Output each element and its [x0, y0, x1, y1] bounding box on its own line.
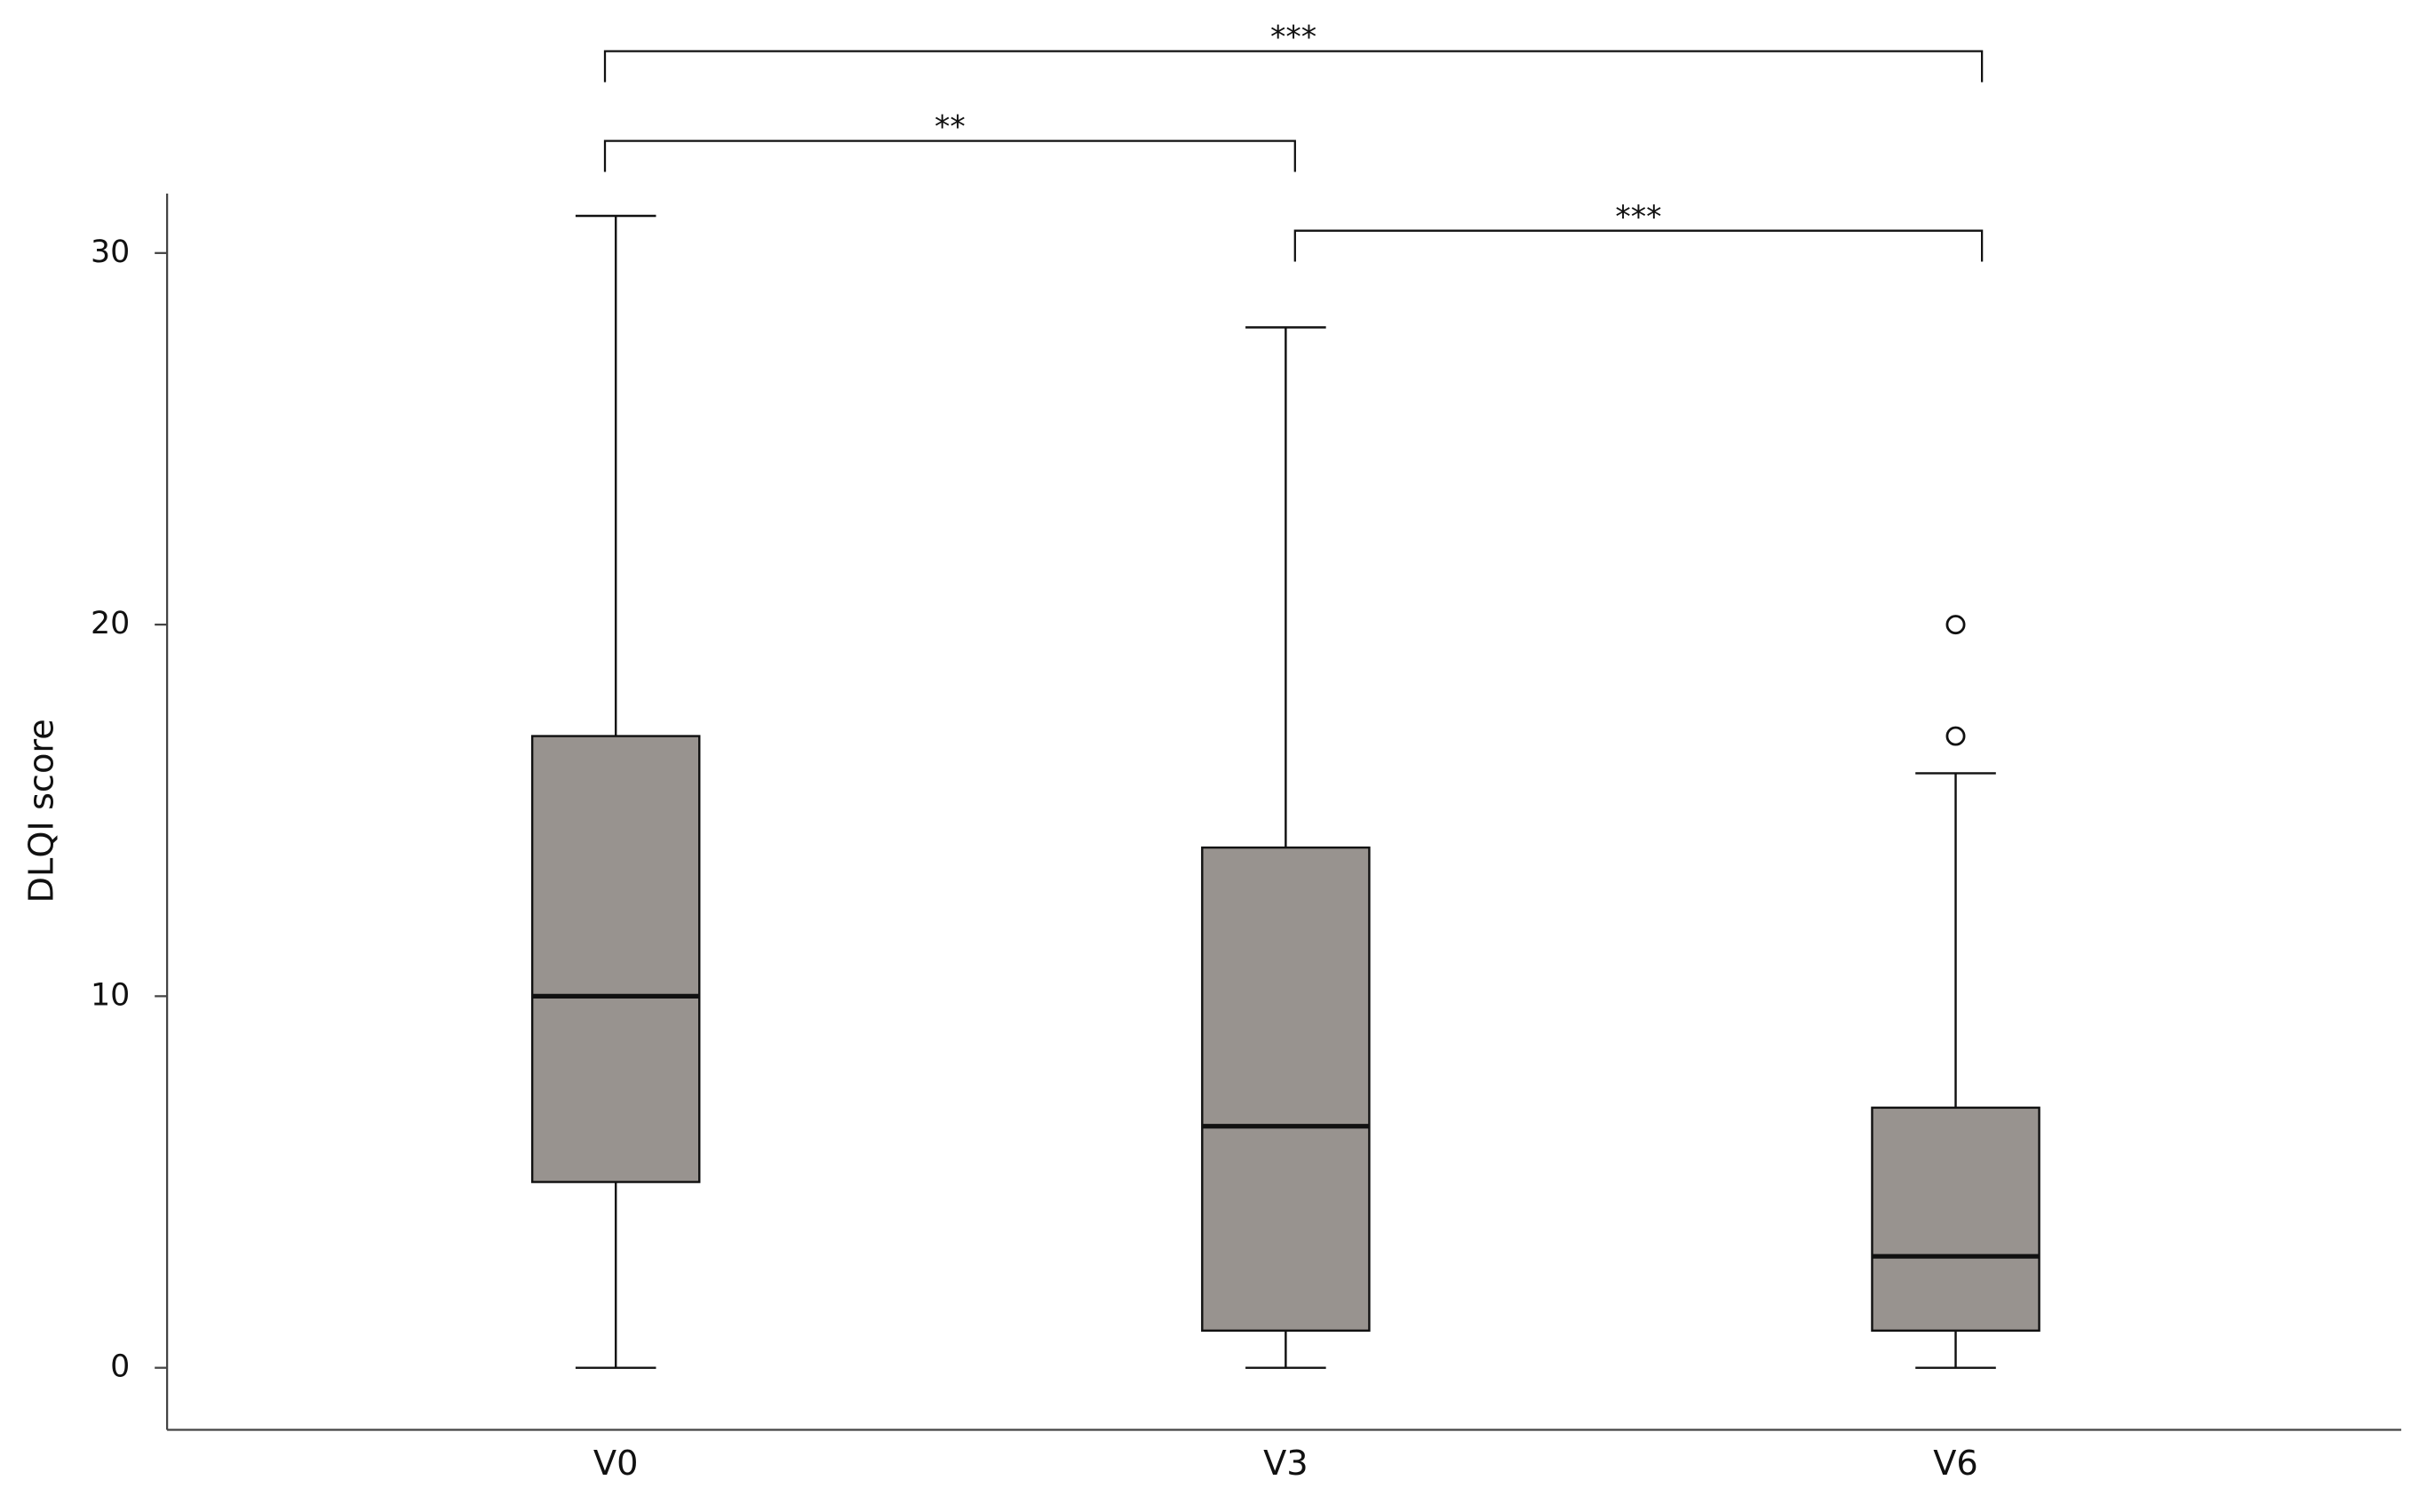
significance-bracket [1293, 229, 1984, 262]
box [530, 735, 701, 1183]
significance-label: *** [1270, 20, 1316, 56]
x-tick-label: V0 [593, 1444, 639, 1484]
box [1201, 846, 1371, 1333]
y-axis-label: DLQI score [21, 719, 61, 903]
y-tick-label: 30 [91, 235, 130, 270]
y-tick-label: 20 [91, 606, 130, 641]
x-tick-label: V3 [1263, 1444, 1308, 1484]
outlier [1945, 726, 1966, 746]
x-tick-label: V6 [1933, 1444, 1978, 1484]
significance-label: *** [1615, 200, 1661, 235]
y-tick-label: 10 [91, 977, 130, 1013]
significance-bracket [603, 139, 1296, 172]
y-tick-label: 0 [110, 1349, 130, 1385]
significance-label: ** [935, 110, 966, 146]
outlier [1945, 615, 1966, 635]
box [1871, 1106, 2040, 1333]
significance-bracket [603, 50, 1984, 83]
